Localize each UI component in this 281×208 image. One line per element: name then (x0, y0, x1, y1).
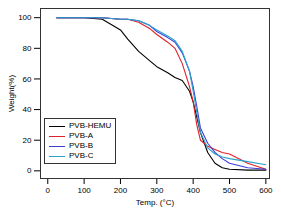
html-text:PVB-HEMU: PVB-HEMU (69, 121, 112, 130)
svg-text:20: 20 (23, 136, 32, 145)
svg-text:100: 100 (77, 186, 91, 195)
svg-text:600: 600 (259, 186, 273, 195)
svg-text:500: 500 (223, 186, 237, 195)
svg-text:0: 0 (46, 186, 51, 195)
svg-text:100: 100 (18, 13, 32, 22)
svg-text:400: 400 (186, 186, 200, 195)
svg-text:200: 200 (114, 186, 128, 195)
svg-text:Temp. (°C): Temp. (°C) (136, 198, 175, 207)
html-text:PVB-C: PVB-C (69, 151, 94, 160)
svg-text:Weight(%): Weight(%) (7, 75, 16, 113)
html-text:PVB-B: PVB-B (69, 141, 93, 150)
svg-text:60: 60 (23, 75, 32, 84)
svg-text:300: 300 (150, 186, 164, 195)
svg-text:80: 80 (23, 44, 32, 53)
svg-text:40: 40 (23, 105, 32, 114)
svg-text:0: 0 (27, 166, 32, 175)
html-text:PVB-A: PVB-A (69, 131, 93, 140)
